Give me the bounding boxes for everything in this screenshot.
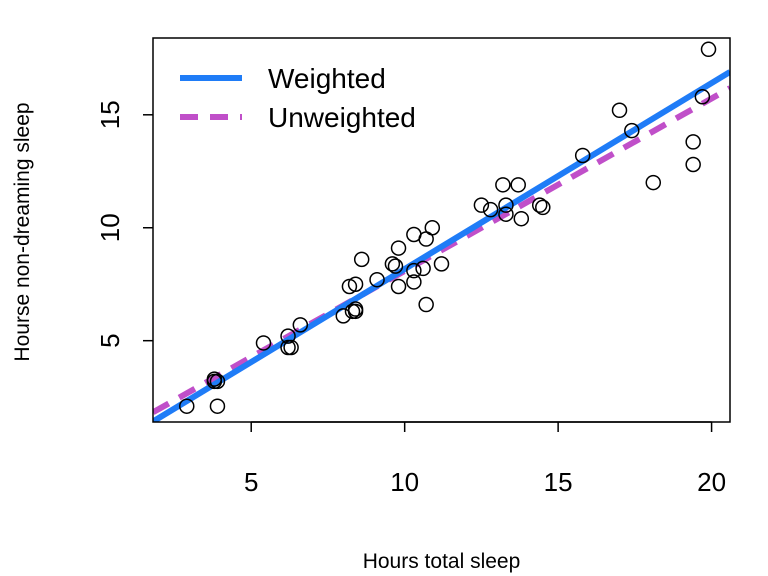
data-point	[498, 197, 514, 213]
data-point	[384, 256, 401, 272]
data-point	[473, 197, 490, 213]
data-point	[513, 210, 530, 227]
y-tick-label: 15	[95, 100, 125, 129]
y-tick-label: 10	[95, 213, 125, 242]
data-point	[406, 262, 422, 279]
data-point	[415, 260, 431, 277]
y-tick-label: 5	[95, 333, 125, 347]
data-point	[209, 398, 226, 414]
data-point	[685, 134, 701, 150]
data-point	[390, 278, 407, 295]
data-point	[369, 271, 385, 288]
data-point	[611, 102, 628, 119]
x-tick-label: 15	[544, 467, 573, 497]
data-point	[347, 303, 364, 320]
legend-label-unweighted: Unweighted	[268, 102, 416, 133]
data-point	[531, 197, 548, 213]
data-point	[700, 41, 717, 58]
data-point	[624, 122, 640, 139]
data-point	[255, 335, 272, 351]
x-axis: 5 10 15 20	[244, 421, 726, 497]
data-point	[424, 219, 441, 236]
data-point	[510, 177, 526, 193]
legend-label-weighted: Weighted	[268, 63, 386, 94]
data-point	[535, 199, 551, 216]
data-point	[433, 256, 450, 272]
data-point	[495, 177, 511, 193]
x-tick-label: 10	[390, 467, 419, 497]
regression-lines	[153, 69, 730, 422]
data-point	[645, 174, 662, 191]
data-point	[353, 251, 370, 268]
data-point	[292, 317, 309, 333]
series-line-weighted	[153, 69, 730, 422]
data-point	[283, 339, 299, 356]
data-point	[498, 206, 514, 222]
x-tick-label: 5	[244, 467, 258, 497]
x-axis-title: Hours total sleep	[363, 550, 521, 573]
y-axis: 5 10 15	[95, 100, 153, 348]
data-point	[694, 88, 711, 105]
data-point	[574, 147, 591, 164]
data-point	[406, 274, 422, 290]
data-point	[280, 328, 296, 344]
scatter-points	[179, 41, 717, 414]
data-point	[685, 156, 701, 173]
data-point	[209, 373, 226, 390]
data-point	[179, 398, 195, 414]
x-tick-label: 20	[697, 467, 726, 497]
data-point	[482, 201, 499, 218]
data-point	[347, 276, 364, 292]
data-point	[341, 278, 358, 295]
data-point	[418, 296, 434, 313]
legend: Weighted Unweighted	[180, 63, 416, 133]
y-axis-title: Hourse non-dreaming sleep	[11, 102, 34, 361]
data-point	[387, 258, 404, 274]
data-point	[390, 240, 407, 256]
